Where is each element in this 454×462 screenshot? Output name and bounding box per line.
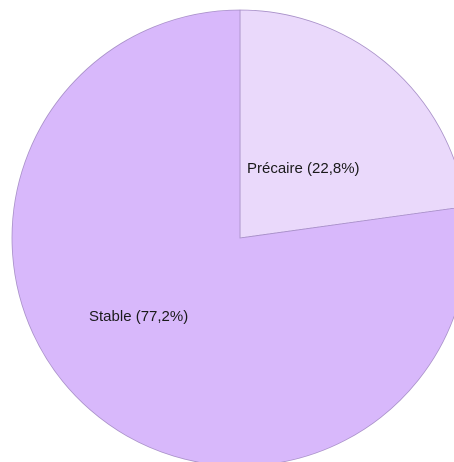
pie-labels: Précaire (22,8%) Stable (77,2%) (89, 160, 360, 325)
slice-label-precaire: Précaire (22,8%) (247, 160, 360, 177)
pie-slices (11, 9, 454, 462)
pie-slice-1 (11, 9, 454, 462)
slice-label-stable: Stable (77,2%) (89, 308, 188, 325)
pie-slice-0 (239, 9, 454, 239)
